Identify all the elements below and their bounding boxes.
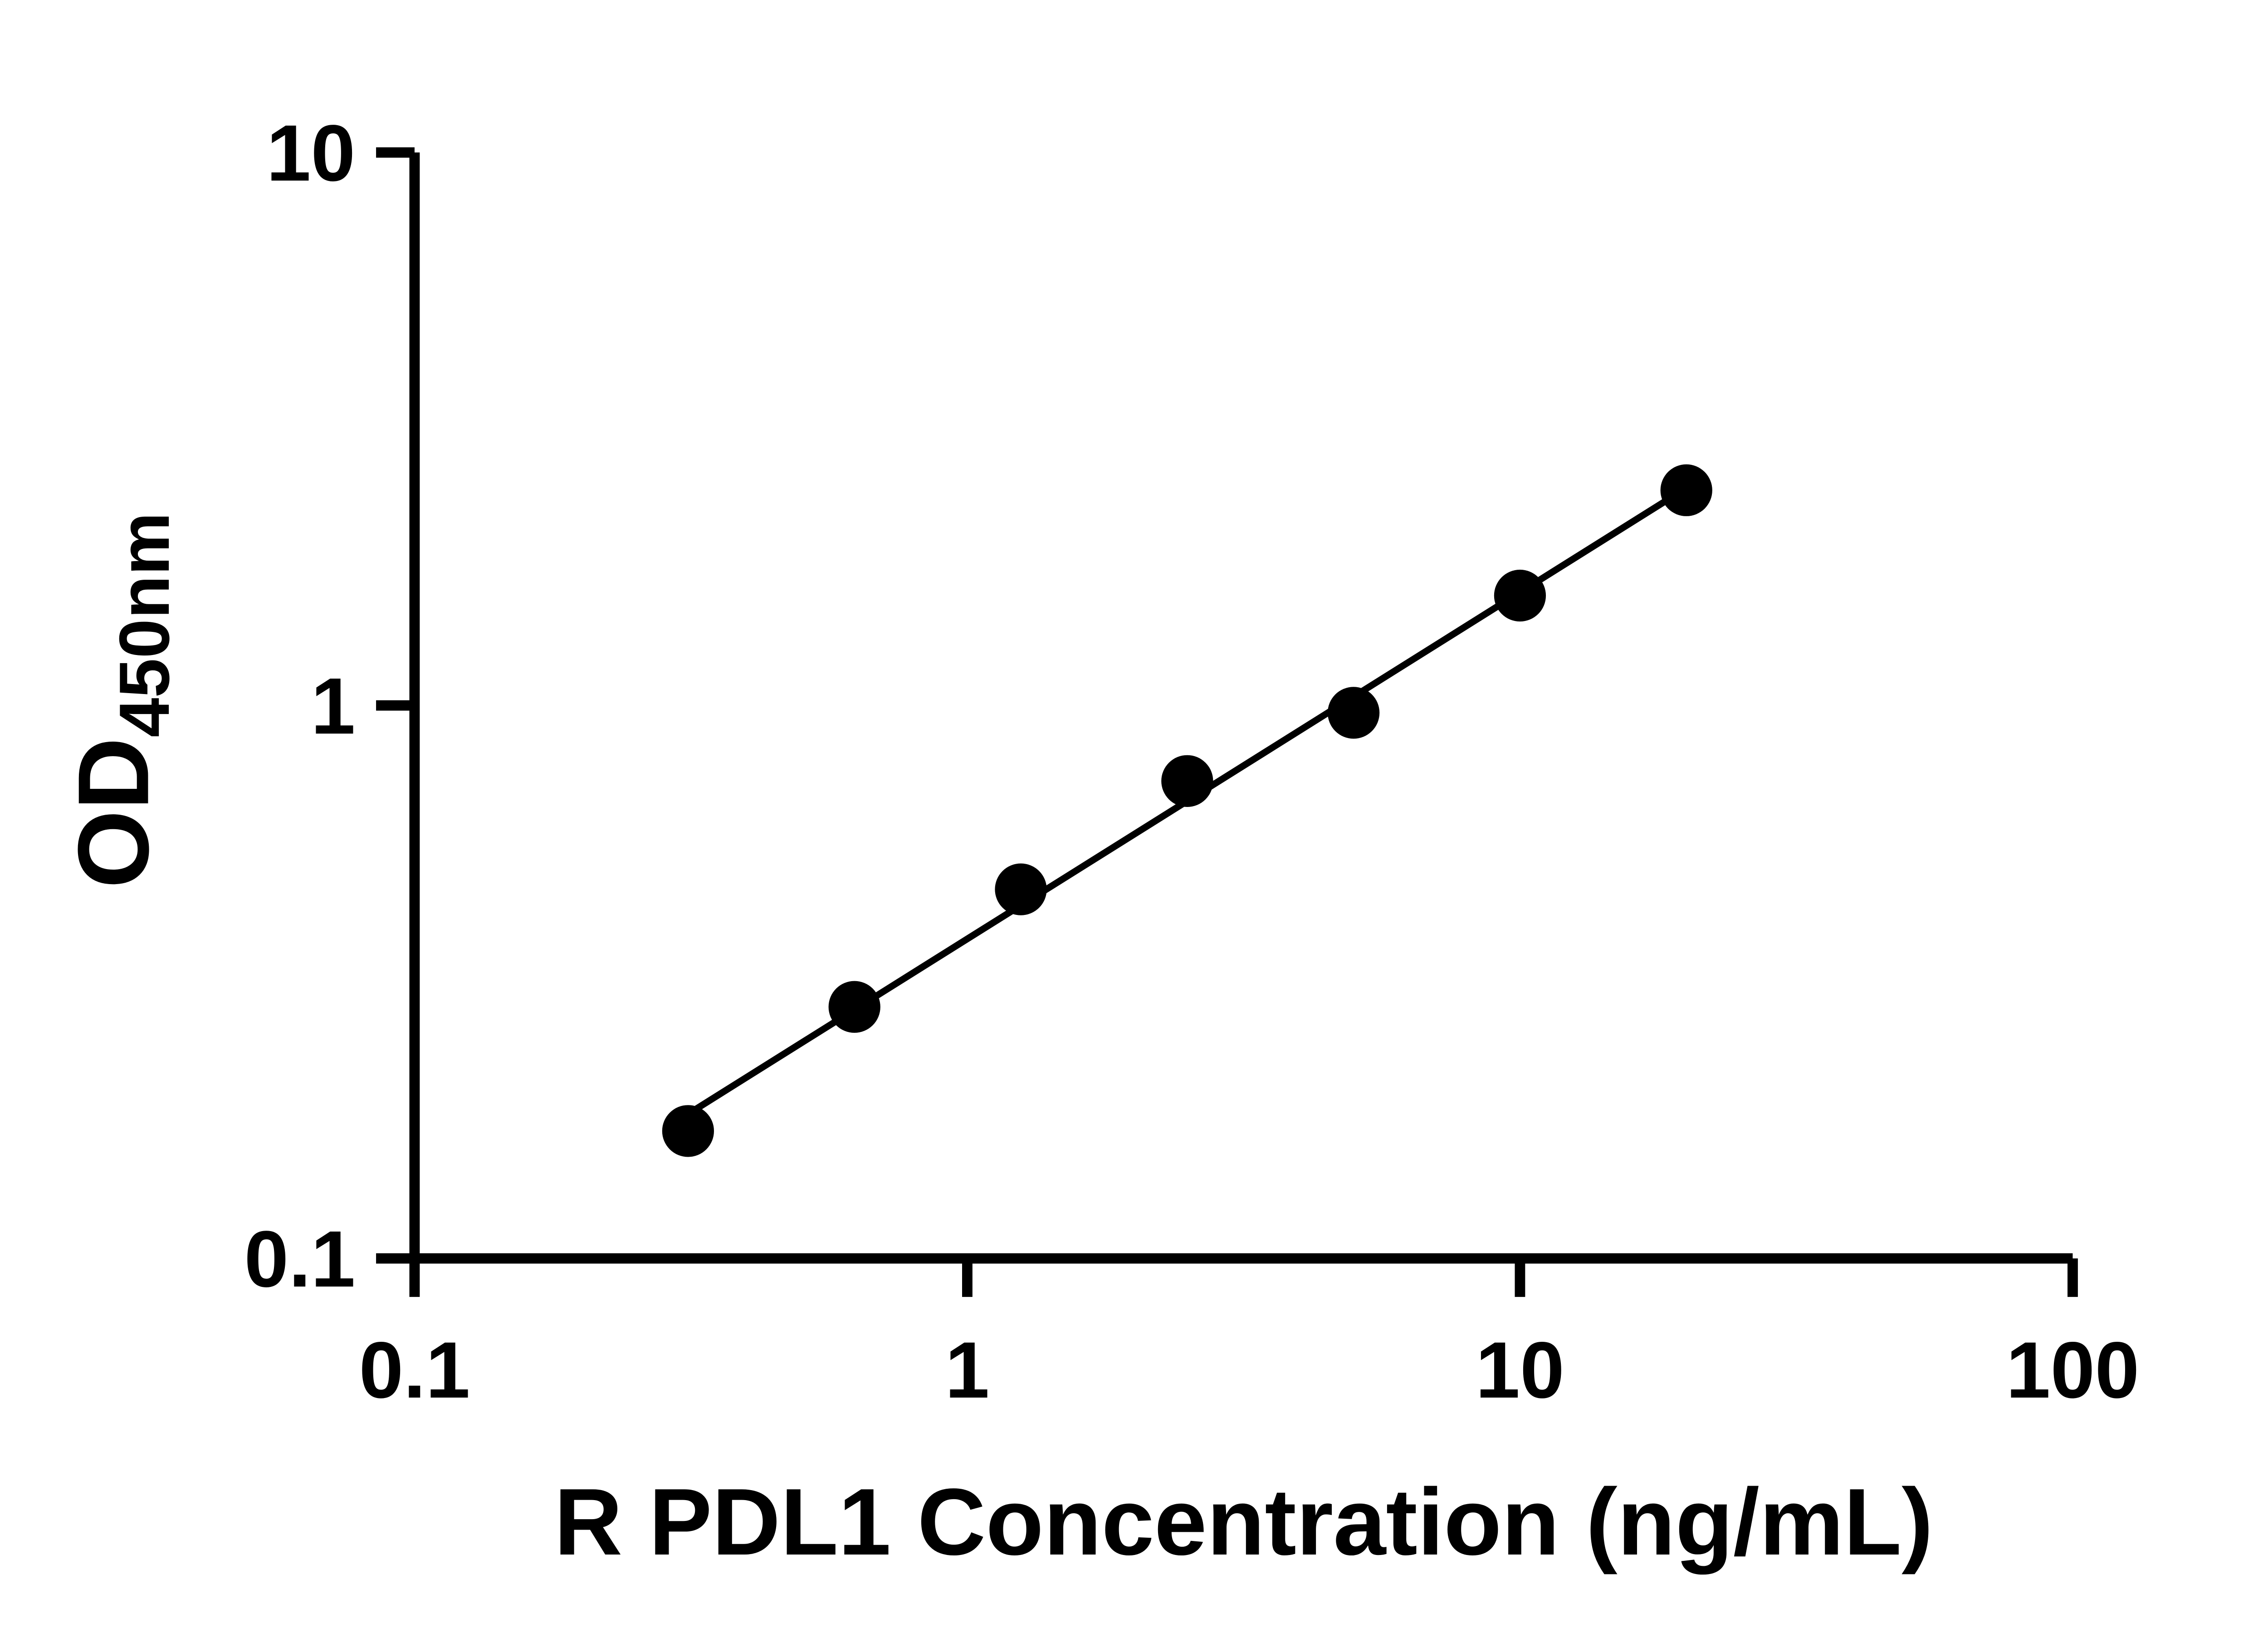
y-axis-title: OD450nm — [57, 512, 184, 888]
x-axis-title: R PDL1 Concentration (ng/mL) — [554, 1469, 1933, 1575]
data-point — [828, 981, 880, 1033]
x-axis-tick-label: 0.1 — [359, 1325, 470, 1415]
x-axis-tick-label: 100 — [2006, 1325, 2139, 1415]
x-axis-tick-label: 1 — [945, 1325, 989, 1415]
data-point — [1660, 464, 1712, 516]
data-point — [1328, 687, 1380, 739]
data-point — [995, 863, 1047, 915]
y-axis-tick-label: 10 — [266, 108, 355, 198]
x-axis-tick-label: 10 — [1476, 1325, 1564, 1415]
axes-lines — [409, 152, 2073, 1264]
plot-area: 0.1 1 10 100 0.1 1 10 — [244, 108, 2139, 1415]
data-point — [1161, 755, 1213, 807]
y-axis-title-main: OD — [57, 738, 170, 889]
y-axis-tick-label: 1 — [311, 661, 355, 751]
data-point — [1494, 569, 1546, 622]
data-point — [662, 1105, 714, 1157]
y-axis-title-sub: 450nm — [105, 512, 184, 737]
y-axis-tick-label: 0.1 — [244, 1214, 355, 1304]
